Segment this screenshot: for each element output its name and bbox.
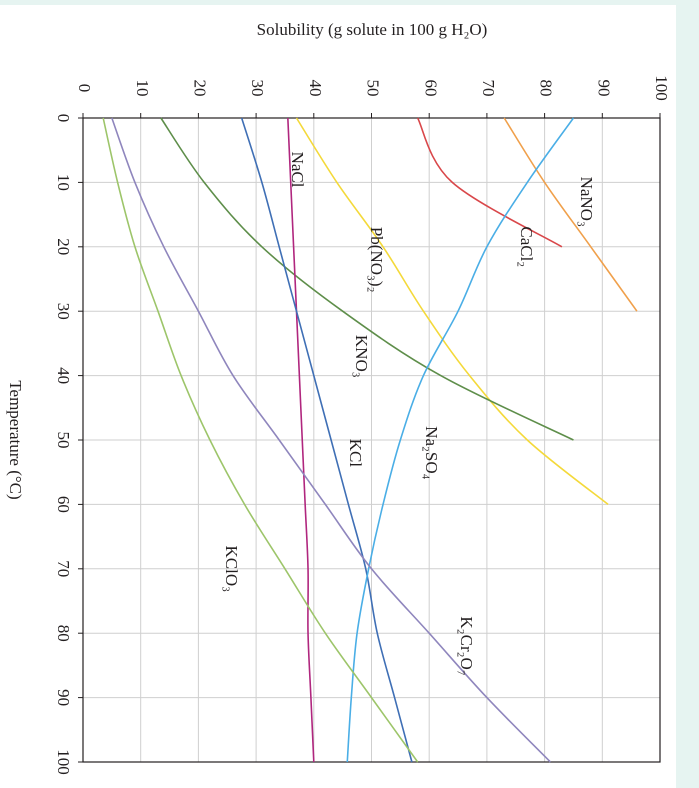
- curve-label: KNO₃: [352, 335, 371, 378]
- y-tick-label: 40: [306, 80, 325, 97]
- chart-title: Solubility (g solute in 100 g H₂O): [257, 20, 488, 39]
- y-tick-label: 60: [421, 80, 440, 97]
- x-tick-label: 70: [54, 560, 73, 577]
- y-tick-label: 50: [364, 80, 383, 97]
- y-tick-label: 70: [479, 80, 498, 97]
- curve-label: KCl: [346, 439, 365, 468]
- curve-label: CaCl₂: [517, 226, 536, 267]
- x-tick-label: 100: [54, 749, 73, 775]
- x-tick-label: 30: [54, 303, 73, 320]
- curve: [503, 117, 638, 312]
- curve-label: K₂Cr₂O₇: [457, 616, 476, 675]
- plot-frame: [82, 117, 661, 763]
- curve: [287, 117, 315, 763]
- y-tick-label: 0: [75, 84, 94, 93]
- curve: [160, 117, 574, 441]
- curve-label: Na₂SO₄: [422, 426, 441, 479]
- y-tick-label: 100: [652, 75, 671, 101]
- x-tick-label: 0: [54, 114, 73, 123]
- y-tick-label: 80: [537, 80, 556, 97]
- curve: [346, 117, 575, 763]
- curve: [102, 117, 419, 763]
- x-tick-label: 80: [54, 625, 73, 642]
- curve: [240, 117, 413, 763]
- curve-label: Pb(NO₃)₂: [367, 227, 386, 293]
- x-tick-label: 50: [54, 432, 73, 449]
- y-tick-label: 30: [248, 80, 267, 97]
- panel: [0, 5, 676, 788]
- curve-label: KClO₃: [222, 546, 241, 593]
- x-tick-label: 40: [54, 367, 73, 384]
- x-axis-label: Temperature (°C): [6, 380, 25, 499]
- curve: [416, 117, 563, 248]
- x-tick-label: 20: [54, 238, 73, 255]
- x-tick-label: 10: [54, 174, 73, 191]
- x-tick-label: 90: [54, 689, 73, 706]
- curve: [111, 117, 551, 763]
- y-tick-label: 20: [190, 80, 209, 97]
- y-tick-label: 90: [594, 80, 613, 97]
- curve: [295, 117, 609, 506]
- curve-label: NaNO₃: [577, 177, 596, 227]
- x-tick-label: 60: [54, 496, 73, 513]
- y-tick-label: 10: [133, 80, 152, 97]
- curve-label: NaCl: [288, 152, 307, 188]
